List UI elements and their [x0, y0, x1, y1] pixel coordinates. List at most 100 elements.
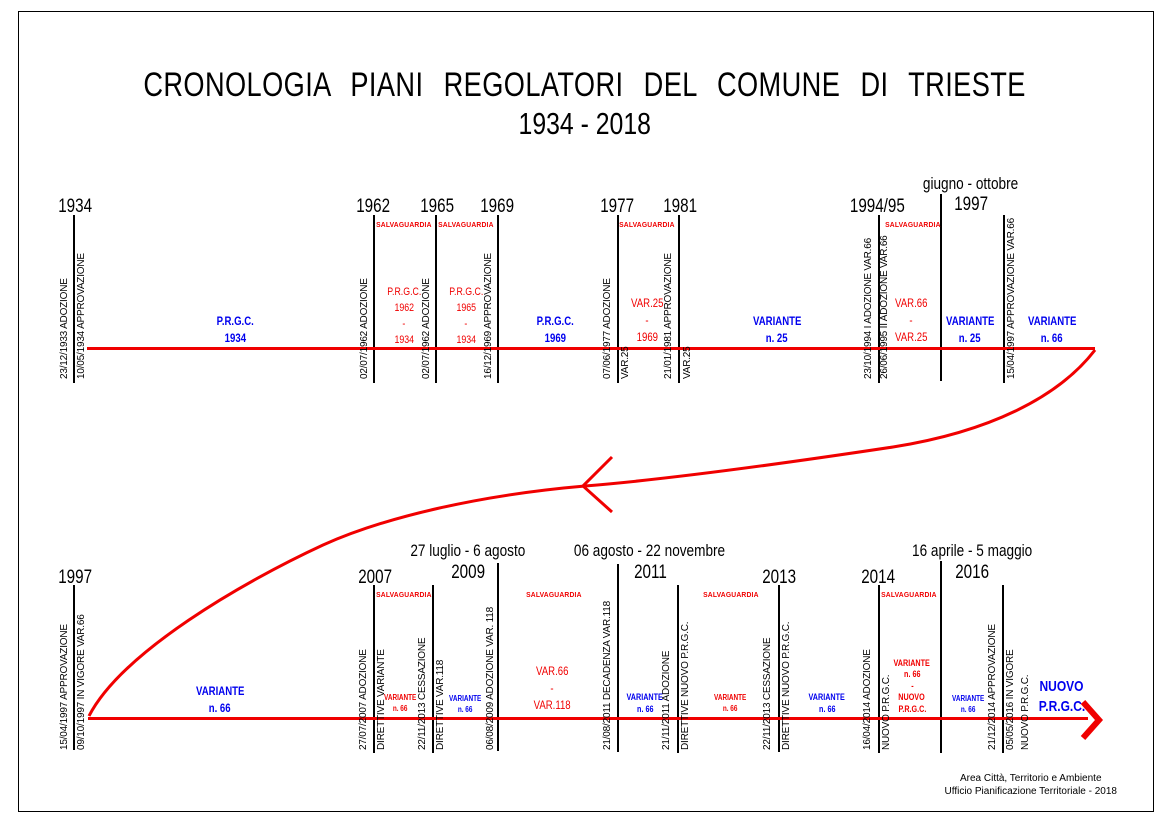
- phase-label: VARIANTE n. 25: [627, 313, 927, 347]
- salvaguardia-label: SALVAGUARDIA: [763, 220, 1063, 229]
- phase-label-line: P.R.G.C.: [85, 313, 385, 330]
- timeline-tick: [373, 585, 375, 753]
- year-label: 1997: [0, 567, 225, 589]
- year-label-text: 1981: [663, 196, 697, 217]
- transition-note: VAR.25 - 1969: [497, 295, 797, 346]
- transition-note-line: VAR.66: [761, 295, 1061, 312]
- transition-note-line: 1934: [316, 332, 616, 348]
- phase-label: P.R.G.C. 1934: [85, 313, 385, 347]
- transition-note-text: 1934: [456, 334, 476, 346]
- phase-label-text: VARIANTE: [1027, 314, 1077, 328]
- year-label-text: 1965: [420, 196, 454, 217]
- salvaguardia-label-text: SALVAGUARDIA: [619, 220, 675, 229]
- transition-note-text: VAR.66: [894, 296, 928, 310]
- phase-label-text: 1969: [544, 331, 566, 345]
- salvaguardia-label: SALVAGUARDIA: [759, 590, 1059, 599]
- transition-note-line: P.R.G.C.: [316, 284, 616, 300]
- phase-label-text: P.R.G.C.: [536, 314, 574, 328]
- phase-label-line: 1934: [85, 330, 385, 347]
- transition-note-line: NUOVO: [762, 692, 1062, 704]
- transition-note-text: P.R.G.C.: [898, 703, 926, 714]
- year-label-text: 1994/95: [849, 196, 905, 217]
- salvaguardia-label: SALVAGUARDIA: [254, 220, 554, 229]
- timeline-tick: [1003, 215, 1005, 383]
- transition-note-text: P.R.G.C.: [386, 286, 422, 298]
- phase-label-line: VARIANTE: [627, 313, 927, 330]
- title-line-2: 1934 - 2018: [518, 106, 651, 141]
- salvaguardia-label-text: SALVAGUARDIA: [376, 220, 432, 229]
- transition-note-text: VAR.118: [533, 698, 571, 712]
- period-header-year-text: 2011: [633, 562, 667, 583]
- transition-note-line: -: [497, 312, 797, 329]
- page-title: CRONOLOGIA PIANI REGOLATORI DEL COMUNE D…: [0, 66, 1169, 142]
- phase-label-text: P.R.G.C.: [216, 314, 254, 328]
- timeline-tick: [435, 215, 437, 383]
- timeline-tick: [617, 215, 619, 383]
- transition-note-line: P.R.G.C.: [762, 704, 1062, 716]
- transition-note-text: P.R.G.C.: [448, 286, 484, 298]
- transition-note-text: n. 66: [722, 703, 738, 713]
- phase-label-line: VARIANTE: [902, 313, 1169, 330]
- period-header-year-text: 1997: [954, 194, 988, 215]
- period-header-year-text: 2009: [451, 562, 485, 583]
- phase-label-text: n. 25: [959, 331, 981, 345]
- year-label: 1934: [0, 196, 225, 218]
- timeline-tick: [497, 215, 499, 383]
- period-header: 16 aprile - 5 maggio: [822, 541, 1122, 561]
- year-label: 1962: [223, 196, 523, 218]
- year-label-text: 1977: [600, 196, 634, 217]
- year-label-text: 1934: [58, 196, 92, 217]
- phase-label-text: n. 66: [209, 701, 231, 715]
- transition-note-line: VAR.66: [402, 663, 702, 680]
- year-label: 1969: [347, 196, 647, 218]
- credit-line-2: Ufficio Pianificazione Territoriale - 20…: [944, 786, 1118, 797]
- period-header-text: 16 aprile - 5 maggio: [911, 541, 1033, 560]
- salvaguardia-label-text: SALVAGUARDIA: [438, 220, 494, 229]
- transition-note-text: 1969: [636, 330, 658, 344]
- phase-label-line: 1969: [405, 330, 705, 347]
- transition-note-text: -: [550, 681, 554, 695]
- page-border: [18, 11, 1154, 812]
- transition-note-text: VARIANTE: [893, 657, 931, 668]
- transition-note-line: VAR.25: [497, 295, 797, 312]
- transition-note: P.R.G.C. 1965 - 1934: [316, 284, 616, 348]
- period-header: giugno - ottobre: [821, 174, 1121, 194]
- event-label: VAR.25: [620, 346, 631, 379]
- salvaguardia-label-text: SALVAGUARDIA: [885, 220, 941, 229]
- event-label: VAR.25: [682, 346, 693, 379]
- title-line-1: CRONOLOGIA PIANI REGOLATORI DEL COMUNE D…: [143, 66, 1026, 104]
- year-label-text: 1969: [480, 196, 514, 217]
- transition-note-line: -: [761, 312, 1061, 329]
- transition-note-text: -: [402, 318, 406, 330]
- phase-label-line: n. 66: [902, 330, 1169, 347]
- transition-note-text: VAR.66: [535, 664, 569, 678]
- phase-label-line: VARIANTE: [820, 313, 1120, 330]
- salvaguardia-label: SALVAGUARDIA: [316, 220, 616, 229]
- phase-label-line: P.R.G.C.: [405, 313, 705, 330]
- timeline-tick: [73, 215, 75, 383]
- transition-note-line: 1962: [254, 300, 554, 316]
- salvaguardia-label: SALVAGUARDIA: [497, 220, 797, 229]
- transition-note-line: P.R.G.C.: [254, 284, 554, 300]
- transition-note: VAR.66 - VAR.25: [761, 295, 1061, 346]
- year-label-text: 1997: [58, 567, 92, 588]
- transition-note-text: VAR.25: [894, 330, 928, 344]
- year-label-text: 1962: [356, 196, 390, 217]
- transition-note-line: VAR.25: [761, 329, 1061, 346]
- period-header-year-text: 2016: [955, 562, 989, 583]
- year-label: 1965: [287, 196, 587, 218]
- transition-note-text: VAR.25: [630, 296, 664, 310]
- phase-label: VARIANTE n. 66: [902, 313, 1169, 347]
- salvaguardia-label-text: SALVAGUARDIA: [526, 590, 582, 599]
- year-label: 1981: [530, 196, 830, 218]
- phase-label: VARIANTE n. 25: [820, 313, 1120, 347]
- transition-note-text: -: [909, 313, 913, 327]
- timeline-top-line: [87, 346, 1095, 350]
- transition-note-text: 1965: [456, 302, 476, 314]
- timeline-tick: [73, 585, 75, 750]
- transition-note-line: 1965: [316, 300, 616, 316]
- transition-note-line: n. 66: [762, 669, 1062, 681]
- transition-note-line: -: [254, 316, 554, 332]
- transition-note-text: n. 66: [903, 669, 921, 679]
